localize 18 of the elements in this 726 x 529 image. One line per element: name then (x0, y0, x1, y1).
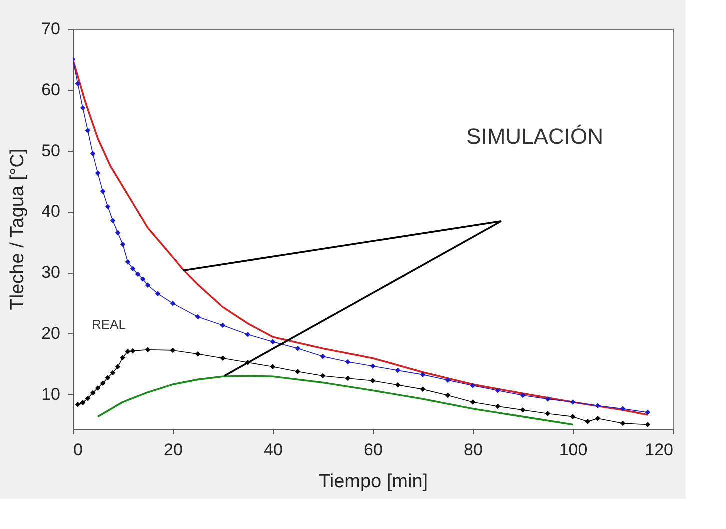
y-tick-label: 30 (42, 263, 60, 282)
x-tick-label: 120 (645, 440, 674, 460)
y-tick-label: 20 (42, 324, 60, 343)
y-axis-title: Tleche / Tagua [°C] (8, 148, 29, 310)
y-tick-label: 70 (42, 20, 60, 38)
x-tick-label: 60 (364, 440, 383, 460)
x-axis-title: Tiempo [min] (318, 472, 428, 492)
annotation: SIMULACIÓN (466, 124, 604, 149)
annotation: REAL (92, 317, 126, 332)
x-tick-label: 0 (74, 440, 83, 460)
y-tick-label: 60 (42, 80, 60, 100)
y-tick-label: 50 (42, 141, 60, 160)
x-tick-label: 100 (559, 440, 588, 460)
x-tick-label: 40 (264, 440, 283, 460)
x-tick-label: 20 (164, 440, 183, 460)
x-tick-label: 80 (464, 440, 483, 460)
y-tick-label: 10 (42, 384, 60, 404)
y-tick-label: 40 (42, 202, 60, 222)
